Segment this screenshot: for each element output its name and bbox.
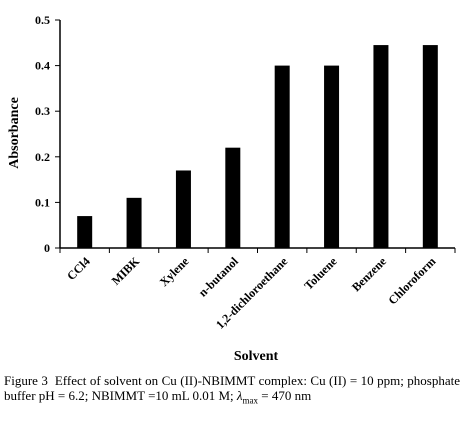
bar <box>274 65 290 248</box>
chart-axes <box>55 19 456 253</box>
caption-tail: = 470 nm <box>261 388 312 403</box>
x-tick-label: Xylene <box>157 254 192 289</box>
y-tick-labels: 0 0.1 0.2 0.3 0.4 0.5 <box>35 13 50 255</box>
y-tick-label: 0.2 <box>35 150 50 164</box>
y-tick-label: 0.3 <box>35 104 50 118</box>
y-axis-title: Absorbance <box>7 97 22 169</box>
lambda-subscript: max <box>242 395 259 406</box>
bar <box>373 45 389 248</box>
bar <box>422 45 438 248</box>
bar-chart: 0 0.1 0.2 0.3 0.4 0.5 CCl4 MIBK Xylene n-butanol… <box>7 13 456 364</box>
y-tick-label: 0.1 <box>35 195 50 209</box>
x-tick-label: CCl4 <box>64 254 93 283</box>
bar <box>175 170 191 248</box>
x-tick-label: Chloroform <box>385 254 438 307</box>
y-tick-label: 0.4 <box>35 59 50 73</box>
bar <box>77 216 93 248</box>
y-tick-label: 0 <box>44 241 50 255</box>
lambda-symbol: λ <box>236 388 243 403</box>
y-tick-label: 0.5 <box>35 13 50 27</box>
bar <box>126 197 142 248</box>
x-tick-label: MIBK <box>109 254 143 288</box>
caption-text: Effect of solvent on Cu (II)-NBIMMT comp… <box>4 373 461 403</box>
caption-label: Figure 3 <box>4 373 48 388</box>
figure-caption: Figure 3 Effect of solvent on Cu (II)-NB… <box>4 373 460 409</box>
bar <box>225 147 241 248</box>
x-tick-label: Benzene <box>349 254 390 295</box>
x-axis-title: Solvent <box>234 349 279 364</box>
x-tick-label: Toluene <box>301 254 340 293</box>
bar <box>324 65 340 248</box>
chart-bars <box>77 45 438 248</box>
x-tick-label: n-butanol <box>196 254 242 300</box>
x-tick-labels: CCl4 MIBK Xylene n-butanol1,2-dichloroethan… <box>64 254 438 332</box>
